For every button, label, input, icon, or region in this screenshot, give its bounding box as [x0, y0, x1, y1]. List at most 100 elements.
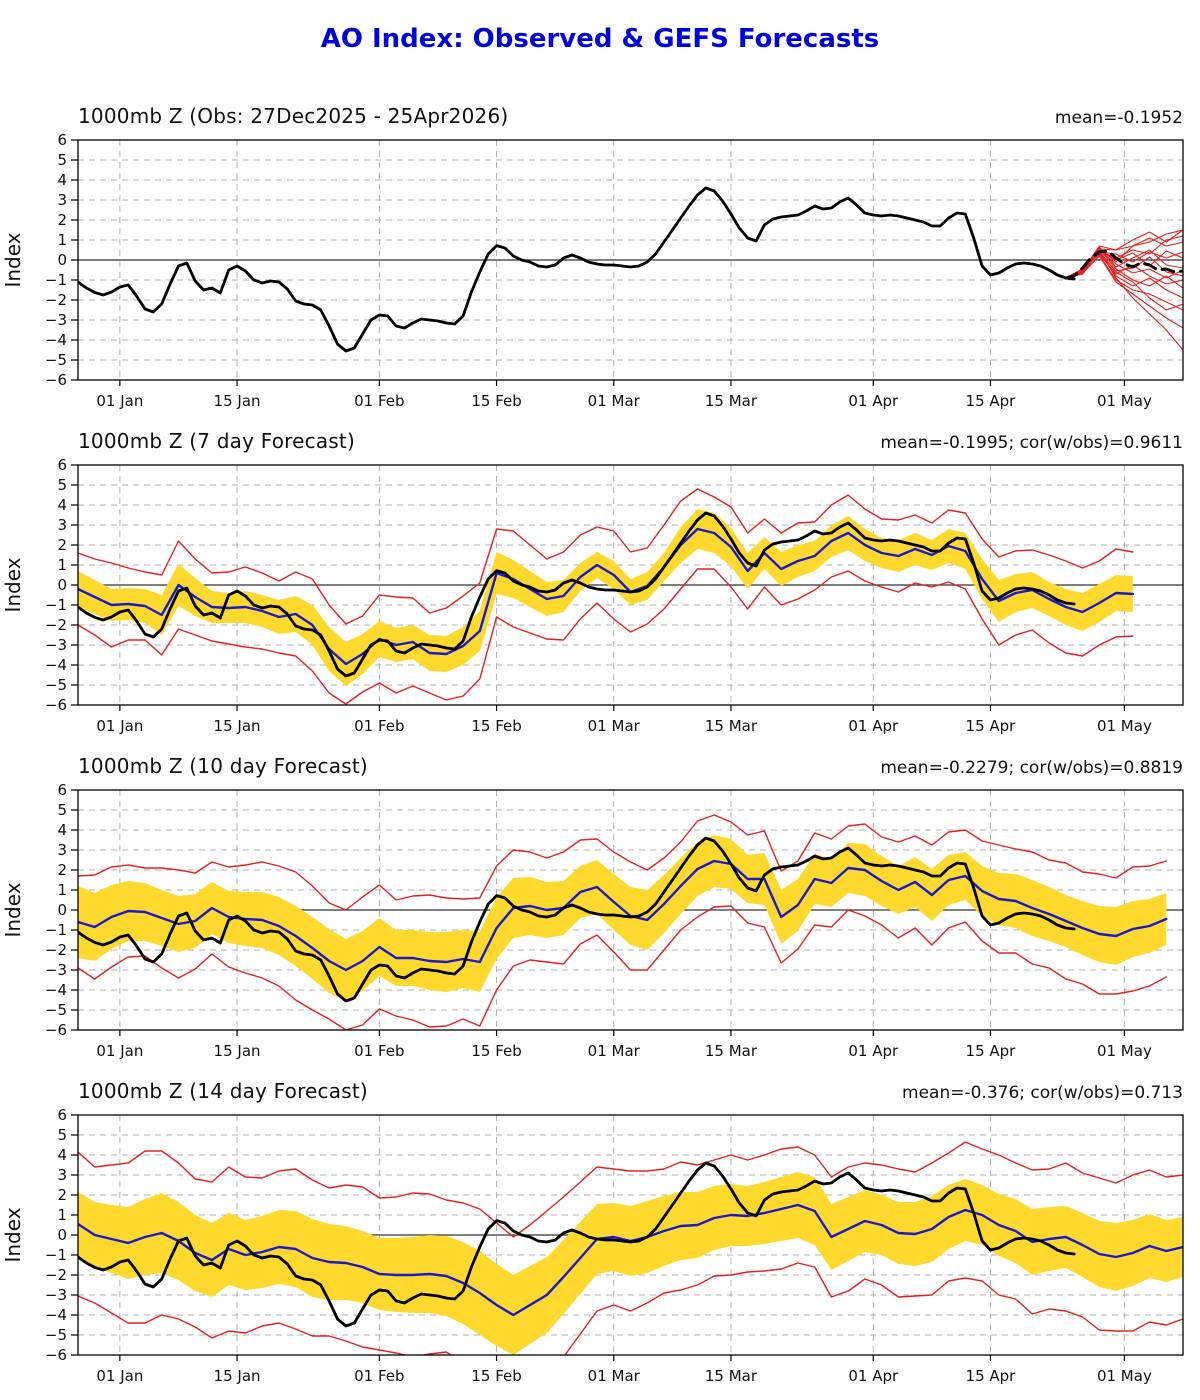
svg-text:01 Jan: 01 Jan — [96, 1367, 143, 1385]
svg-text:15 Mar: 15 Mar — [705, 1367, 758, 1385]
panel-forecast-10day-header: 1000mb Z (10 day Forecast) mean=-0.2279;… — [0, 754, 1200, 782]
svg-text:6: 6 — [57, 132, 67, 149]
svg-text:5: 5 — [57, 801, 67, 819]
svg-text:01 Apr: 01 Apr — [848, 392, 899, 410]
svg-text:01 Feb: 01 Feb — [354, 1042, 404, 1060]
svg-text:0: 0 — [57, 576, 67, 594]
svg-text:Index: Index — [1, 232, 25, 287]
svg-text:−6: −6 — [45, 1021, 67, 1039]
svg-text:15 Feb: 15 Feb — [471, 1367, 521, 1385]
svg-text:−3: −3 — [45, 636, 67, 654]
panel-forecast-7day-header: 1000mb Z (7 day Forecast) mean=-0.1995; … — [0, 429, 1200, 457]
svg-text:−5: −5 — [45, 676, 67, 694]
svg-text:01 Mar: 01 Mar — [588, 392, 641, 410]
svg-text:−6: −6 — [45, 1346, 67, 1364]
svg-text:−3: −3 — [45, 961, 67, 979]
svg-text:01 May: 01 May — [1097, 392, 1152, 410]
svg-text:15 Mar: 15 Mar — [705, 392, 758, 410]
panel-forecast-10day-plot: −6 −5 −4 −3 −2 −1 0 1 2 3 4 5 6 01 Jan 15 Jan 01 Feb 15 … — [1, 782, 1184, 1060]
svg-text:−3: −3 — [45, 1286, 67, 1304]
svg-text:5: 5 — [57, 476, 67, 494]
svg-text:1: 1 — [57, 556, 67, 574]
svg-text:−1: −1 — [45, 271, 67, 289]
svg-text:01 May: 01 May — [1097, 1042, 1152, 1060]
svg-text:4: 4 — [57, 821, 67, 839]
svg-text:2: 2 — [57, 1186, 67, 1204]
svg-text:01 May: 01 May — [1097, 1367, 1152, 1385]
svg-text:15 Jan: 15 Jan — [214, 717, 261, 735]
svg-text:3: 3 — [57, 191, 67, 209]
svg-text:15 Apr: 15 Apr — [966, 1042, 1017, 1060]
svg-text:3: 3 — [57, 516, 67, 534]
svg-text:1: 1 — [57, 231, 67, 249]
svg-text:15 Feb: 15 Feb — [471, 392, 521, 410]
panel-forecast-7day-title: 1000mb Z (7 day Forecast) — [78, 429, 355, 453]
svg-text:−5: −5 — [45, 1326, 67, 1344]
svg-text:01 Apr: 01 Apr — [848, 1367, 899, 1385]
svg-text:Index: Index — [1, 882, 25, 937]
svg-text:01 May: 01 May — [1097, 717, 1152, 735]
svg-text:−2: −2 — [45, 1266, 67, 1284]
svg-text:4: 4 — [57, 171, 67, 189]
svg-text:01 Feb: 01 Feb — [354, 392, 404, 410]
panel-observed-title: 1000mb Z (Obs: 27Dec2025 - 25Apr2026) — [78, 104, 509, 128]
svg-text:−1: −1 — [45, 921, 67, 939]
svg-text:15 Apr: 15 Apr — [966, 717, 1017, 735]
svg-text:−6: −6 — [45, 371, 67, 389]
svg-text:01 Apr: 01 Apr — [848, 1042, 899, 1060]
svg-text:15 Jan: 15 Jan — [214, 1367, 261, 1385]
svg-text:0: 0 — [57, 251, 67, 269]
svg-text:−4: −4 — [45, 656, 67, 674]
svg-text:6: 6 — [57, 782, 67, 799]
svg-text:−5: −5 — [45, 351, 67, 369]
panel-observed-header: 1000mb Z (Obs: 27Dec2025 - 25Apr2026) me… — [0, 104, 1200, 132]
panel-forecast-7day-stats: mean=-0.1995; cor(w/obs)=0.9611 — [880, 433, 1183, 453]
svg-text:0: 0 — [57, 901, 67, 919]
ao-index-report: AO Index: Observed & GEFS Forecasts 1000… — [0, 22, 1200, 1385]
svg-text:15 Feb: 15 Feb — [471, 1042, 521, 1060]
svg-text:3: 3 — [57, 841, 67, 859]
svg-text:−4: −4 — [45, 1306, 67, 1324]
svg-text:−4: −4 — [45, 981, 67, 999]
svg-text:4: 4 — [57, 1146, 67, 1164]
panel-forecast-14day: 1000mb Z (14 day Forecast) mean=-0.376; … — [0, 1079, 1200, 1385]
svg-text:01 Feb: 01 Feb — [354, 717, 404, 735]
svg-text:5: 5 — [57, 1126, 67, 1144]
svg-text:6: 6 — [57, 1107, 67, 1124]
svg-text:−6: −6 — [45, 696, 67, 714]
svg-text:−1: −1 — [45, 596, 67, 614]
svg-text:−2: −2 — [45, 616, 67, 634]
svg-text:15 Jan: 15 Jan — [214, 392, 261, 410]
svg-text:−2: −2 — [45, 291, 67, 309]
page-title: AO Index: Observed & GEFS Forecasts — [320, 24, 880, 54]
svg-text:3: 3 — [57, 1166, 67, 1184]
svg-text:15 Feb: 15 Feb — [471, 717, 521, 735]
svg-text:01 Mar: 01 Mar — [588, 1042, 641, 1060]
panel-forecast-10day: 1000mb Z (10 day Forecast) mean=-0.2279;… — [0, 754, 1200, 1060]
panel-forecast-14day-title: 1000mb Z (14 day Forecast) — [78, 1079, 368, 1103]
svg-text:01 Apr: 01 Apr — [848, 717, 899, 735]
svg-text:01 Jan: 01 Jan — [96, 717, 143, 735]
panel-forecast-10day-title: 1000mb Z (10 day Forecast) — [78, 754, 368, 778]
panel-observed-plot: −6 −5 −4 −3 −2 −1 0 1 2 3 4 5 6 01 Jan 15 Jan 01 Feb 15 … — [1, 132, 1184, 410]
panel-observed: 1000mb Z (Obs: 27Dec2025 - 25Apr2026) me… — [0, 104, 1200, 410]
svg-text:15 Jan: 15 Jan — [214, 1042, 261, 1060]
svg-text:01 Mar: 01 Mar — [588, 1367, 641, 1385]
svg-text:01 Mar: 01 Mar — [588, 717, 641, 735]
svg-text:−5: −5 — [45, 1001, 67, 1019]
svg-text:01 Feb: 01 Feb — [354, 1367, 404, 1385]
panel-observed-stats: mean=-0.1952 — [1054, 108, 1183, 128]
svg-text:4: 4 — [57, 496, 67, 514]
svg-text:1: 1 — [57, 1206, 67, 1224]
panel-forecast-7day: 1000mb Z (7 day Forecast) mean=-0.1995; … — [0, 429, 1200, 735]
svg-text:Index: Index — [1, 1207, 25, 1262]
svg-text:15 Mar: 15 Mar — [705, 1042, 758, 1060]
svg-text:15 Apr: 15 Apr — [966, 392, 1017, 410]
panel-forecast-14day-header: 1000mb Z (14 day Forecast) mean=-0.376; … — [0, 1079, 1200, 1107]
svg-text:6: 6 — [57, 457, 67, 474]
svg-text:5: 5 — [57, 151, 67, 169]
svg-text:01 Jan: 01 Jan — [96, 392, 143, 410]
svg-text:−1: −1 — [45, 1246, 67, 1264]
svg-text:2: 2 — [57, 536, 67, 554]
panel-forecast-10day-stats: mean=-0.2279; cor(w/obs)=0.8819 — [880, 758, 1183, 778]
